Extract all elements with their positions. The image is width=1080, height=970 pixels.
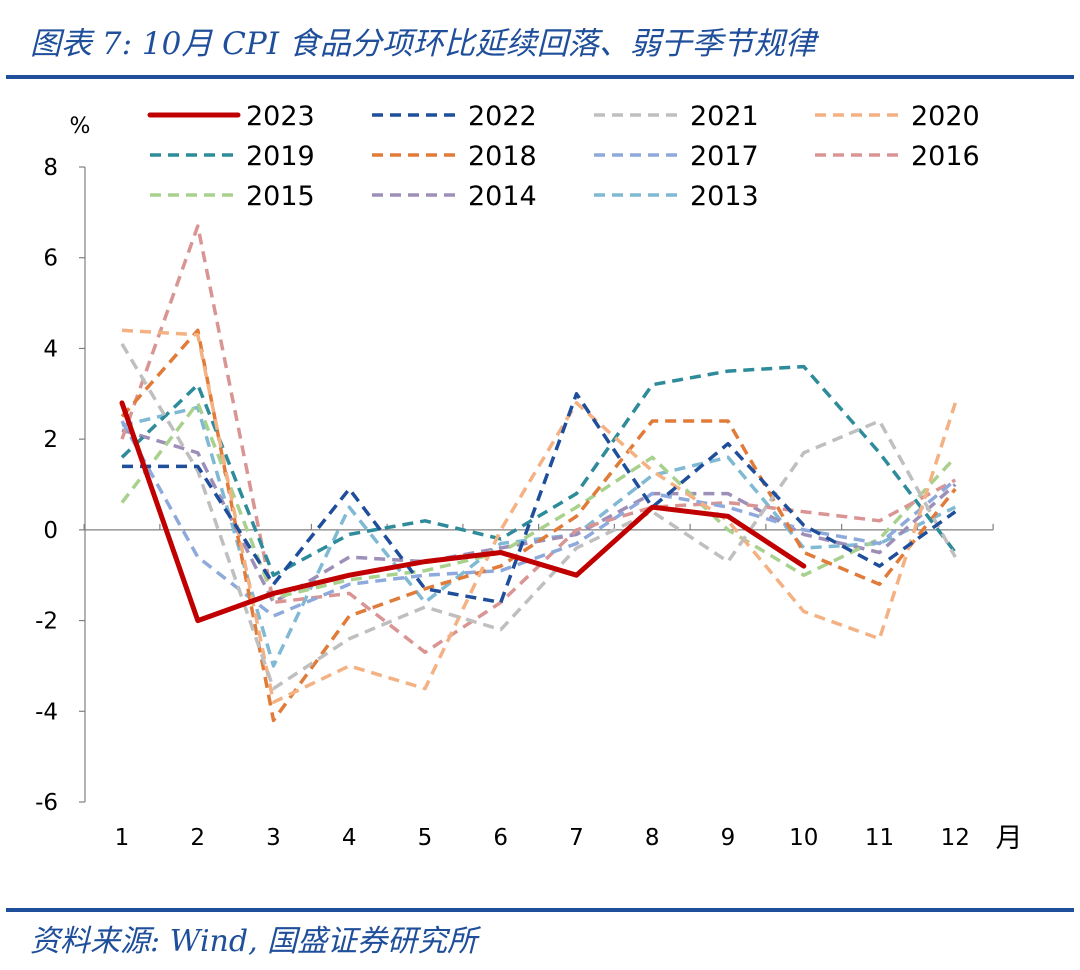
series-line-2022 [122, 392, 957, 605]
chart-legend: 2023 2022 2021 2020 2019 2018 2017 2016 2015 2014… [147, 101, 980, 212]
x-tick-label: 2 [190, 825, 205, 851]
series-line-2021 [120, 343, 957, 691]
x-tick-label: 5 [418, 825, 433, 851]
chart-title: 图表 7: 10月 CPI 食品分项环比延续回落、弱于季节规律 [30, 26, 816, 62]
x-tick-label: 7 [569, 825, 584, 851]
y-tick-label: 6 [43, 246, 58, 272]
series-line-2019 [120, 364, 957, 577]
y-tick-label: 8 [43, 155, 58, 181]
legend-label-2022: 2022 [468, 101, 537, 132]
chart-series [119, 224, 957, 723]
y-tick-label: 4 [43, 336, 58, 362]
legend-label-2018: 2018 [468, 141, 537, 172]
series-line-2017 [120, 420, 957, 618]
x-tick-label: 12 [941, 825, 970, 851]
legend-label-2013: 2013 [690, 181, 759, 212]
x-tick-label: 11 [865, 825, 894, 851]
x-tick-label: 9 [721, 825, 736, 851]
title-divider [6, 75, 1074, 79]
x-tick-label: 6 [493, 825, 508, 851]
legend-label-2021: 2021 [690, 101, 759, 132]
series-line-2020 [121, 328, 957, 704]
series-line-2023 [119, 400, 807, 624]
x-tick-label: 8 [645, 825, 660, 851]
legend-label-2020: 2020 [911, 101, 980, 132]
legend-label-2017: 2017 [690, 141, 759, 172]
y-tick-label: 2 [43, 427, 58, 453]
source-note: 资料来源: Wind, 国盛证券研究所 [30, 924, 478, 959]
legend-label-2014: 2014 [468, 181, 537, 212]
legend-label-2023: 2023 [246, 101, 315, 132]
y-tick-label: -4 [35, 699, 58, 725]
series-line-2018 [120, 328, 957, 723]
x-axis-label: 月 [996, 823, 1023, 854]
y-tick-label: -2 [35, 609, 58, 635]
legend-label-2015: 2015 [246, 181, 315, 212]
source-divider [6, 908, 1074, 912]
x-tick-label: 3 [266, 825, 281, 851]
legend-label-2016: 2016 [911, 141, 980, 172]
x-tick-label: 1 [115, 825, 130, 851]
x-tick-label: 10 [789, 825, 818, 851]
series-line-2013 [121, 405, 957, 668]
y-axis-label: % [70, 114, 91, 139]
x-tick-label: 4 [342, 825, 357, 851]
legend-label-2019: 2019 [246, 141, 315, 172]
y-tick-label: -6 [35, 790, 58, 816]
y-tick-label: 0 [43, 518, 58, 544]
